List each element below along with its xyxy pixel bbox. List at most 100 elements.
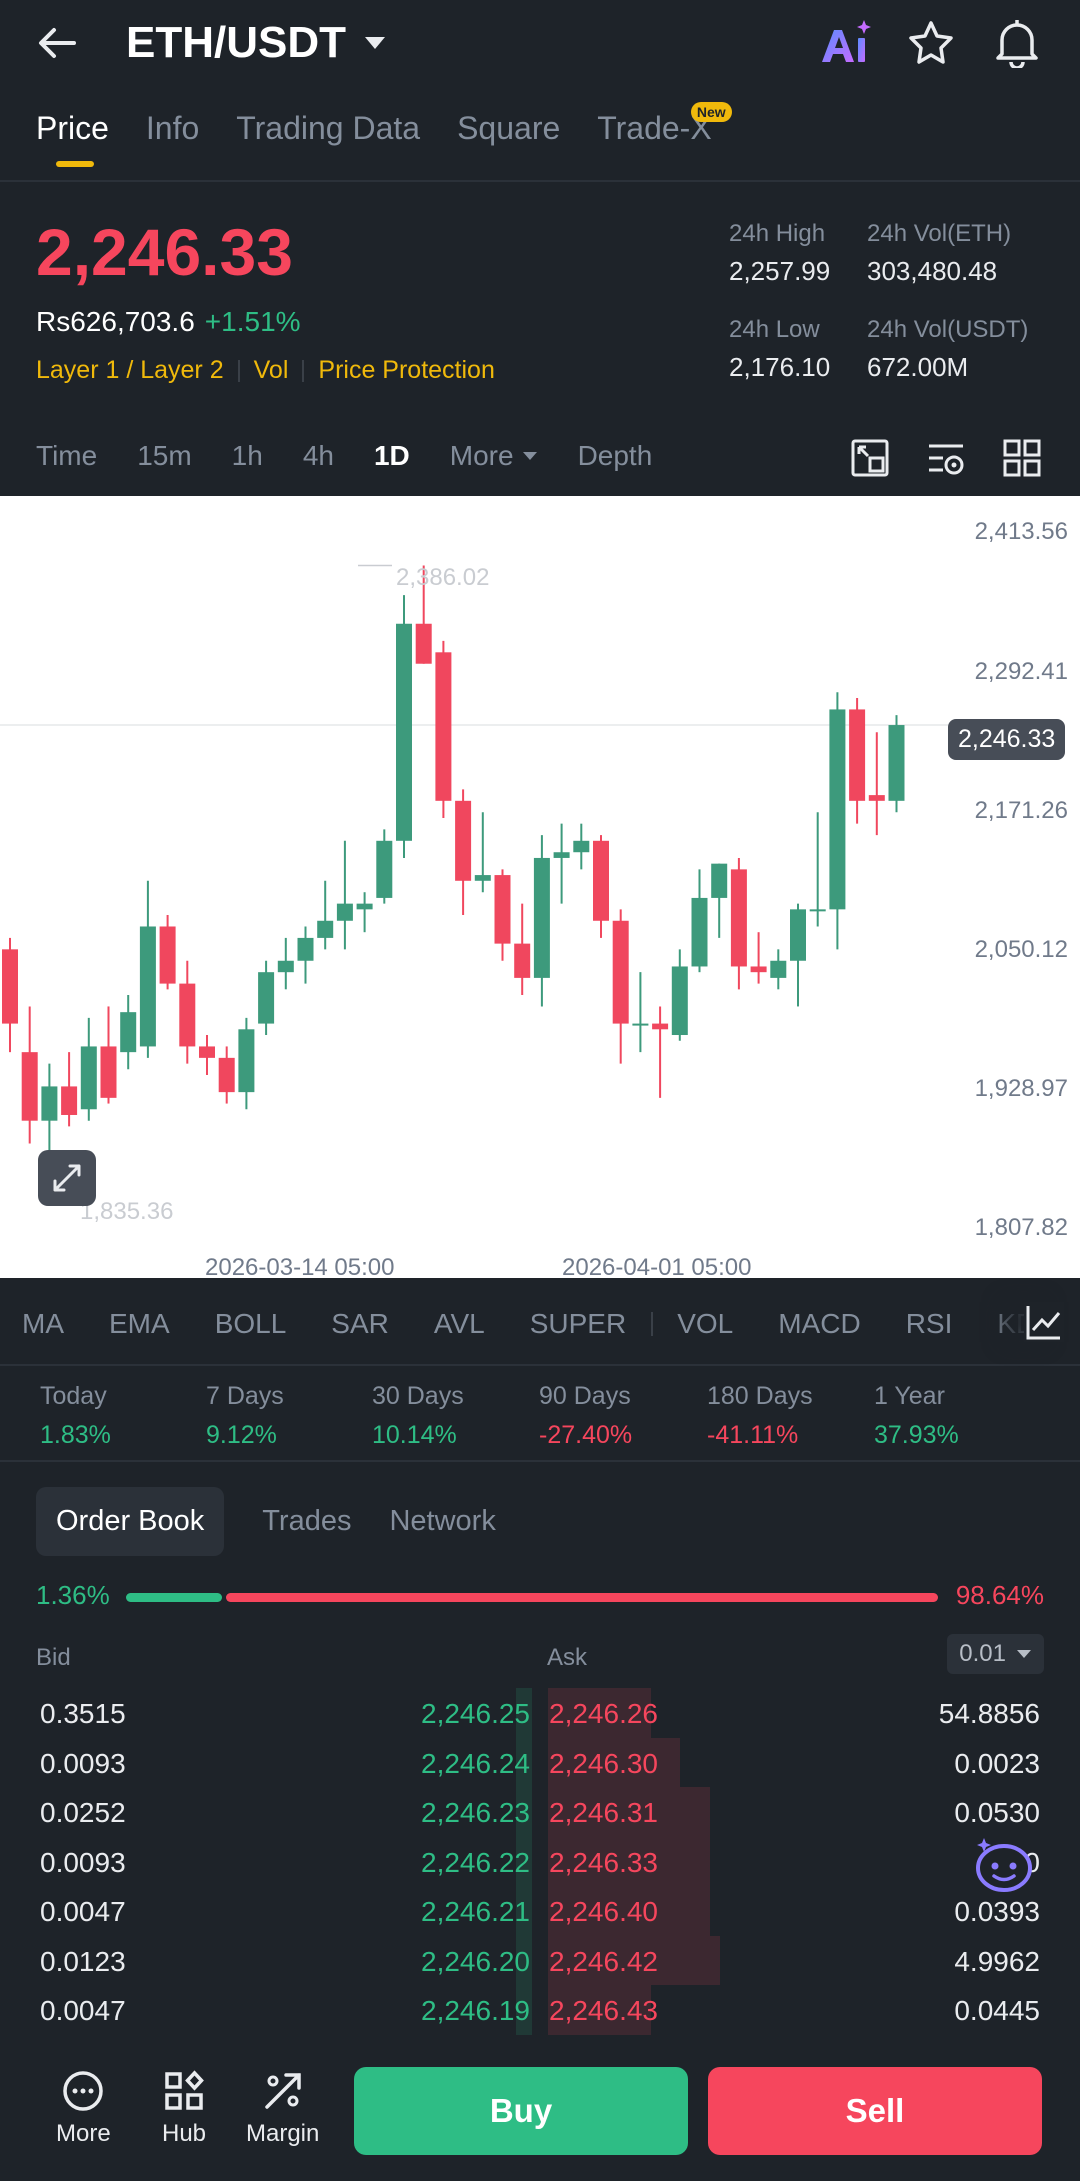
candle-body: [159, 926, 176, 984]
candle: [179, 960, 196, 1064]
ask-qty: 0.0393: [954, 1896, 1040, 1927]
bid-price: 2,246.19: [421, 1995, 530, 2026]
ask-depth-bar: [548, 1985, 651, 2035]
candle-body: [711, 863, 728, 898]
candlestick-chart[interactable]: [0, 496, 1080, 1278]
tab-trade-x[interactable]: Trade-X New: [597, 102, 732, 167]
candle: [553, 823, 570, 904]
candle: [632, 972, 649, 1053]
back-arrow-icon[interactable]: [34, 20, 90, 66]
candle-body: [730, 869, 747, 967]
fiat-price: Rs626,703.6: [36, 306, 195, 337]
ask-qty: 54.8856: [938, 1698, 1040, 1729]
ask-price: 2,246.43: [549, 1995, 658, 2026]
orderbook-row[interactable]: 0.3515 2,246.25 2,246.26 54.8856: [0, 1688, 1080, 1738]
indicator-macd[interactable]: MACD: [778, 1308, 861, 1339]
candle-body: [593, 840, 609, 921]
bid-price: 2,246.23: [421, 1797, 530, 1828]
caret-down-icon: [365, 37, 385, 49]
ask-qty: 0.0023: [954, 1747, 1040, 1779]
tf-1d[interactable]: 1D: [373, 440, 410, 471]
candle: [199, 1035, 215, 1075]
high-marker-label: 2,386.02: [396, 564, 490, 591]
orderbook-row[interactable]: 0.0123 2,246.20 2,246.42 4.9962: [0, 1935, 1080, 1985]
precision-selector[interactable]: 0.01: [947, 1634, 1044, 1674]
chart-settings-icon[interactable]: [926, 438, 966, 478]
bid-ask-ratio: 1.36% 98.64%: [36, 1580, 1044, 1614]
tab-trades[interactable]: Trades: [262, 1505, 352, 1537]
favorite-star-icon[interactable]: [906, 18, 956, 68]
notification-bell-icon[interactable]: [992, 16, 1042, 70]
indicator-sar[interactable]: SAR: [331, 1308, 389, 1339]
candle-body: [573, 840, 590, 853]
orderbook-row[interactable]: 0.0047 2,246.19 2,246.43 0.0445: [0, 1985, 1080, 2035]
more-button[interactable]: More: [56, 2070, 111, 2148]
candle-body: [849, 709, 866, 801]
candle: [652, 1006, 669, 1098]
bid-price: 2,246.25: [421, 1698, 530, 1729]
indicator-avl[interactable]: AVL: [433, 1308, 485, 1339]
price-chart[interactable]: 2,413.56 2,292.41 2,171.26 2,050.12 1,92…: [0, 496, 1080, 1281]
candle: [711, 863, 728, 938]
chart-fullscreen-icon[interactable]: [850, 438, 890, 478]
tag-vol[interactable]: Vol: [253, 356, 289, 384]
pair-selector[interactable]: ETH/USDT: [126, 18, 386, 68]
indicator-list: MA EMA BOLL SAR AVL SUPER VOL MACD RSI K…: [22, 1308, 1080, 1340]
layout-grid-icon[interactable]: [1002, 438, 1042, 478]
tag-price-protection[interactable]: Price Protection: [318, 356, 495, 384]
y-tick: 1,928.97: [974, 1075, 1068, 1102]
tf-more[interactable]: More: [450, 440, 538, 472]
tab-square[interactable]: Square: [457, 110, 561, 146]
candle-body: [199, 1046, 215, 1058]
orderbook-row[interactable]: 0.0093 2,246.22 2,246.33 0: [0, 1836, 1080, 1886]
header: ETH/USDT: [0, 0, 1080, 86]
indicator-settings-icon[interactable]: [1024, 1302, 1064, 1342]
hub-button[interactable]: Hub: [162, 2070, 206, 2148]
candle: [691, 869, 708, 973]
divider: [237, 359, 240, 382]
caret-down-icon: [1017, 1650, 1031, 1658]
tf-1h[interactable]: 1h: [231, 440, 263, 471]
tab-price[interactable]: Price: [36, 110, 109, 167]
ask-price: 2,246.40: [549, 1896, 658, 1927]
buy-button[interactable]: Buy: [354, 2067, 688, 2155]
candle: [730, 857, 747, 990]
candle: [21, 1006, 38, 1144]
bid-ratio-bar: [126, 1593, 222, 1602]
tab-order-book[interactable]: Order Book: [36, 1487, 225, 1556]
candle: [790, 903, 806, 1007]
perf-7d: 7 Days 9.12%: [206, 1382, 284, 1449]
orderbook-row[interactable]: 0.0252 2,246.23 2,246.31 0.0530: [0, 1787, 1080, 1837]
margin-button[interactable]: Margin: [246, 2070, 319, 2148]
orderbook-row[interactable]: 0.0047 2,246.21 2,246.40 0.0393: [0, 1886, 1080, 1936]
indicator-rsi[interactable]: RSI: [905, 1308, 953, 1339]
tag-layer[interactable]: Layer 1 / Layer 2: [36, 356, 224, 384]
orderbook-row[interactable]: 0.0093 2,246.24 2,246.30 0.0023: [0, 1737, 1080, 1787]
indicator-vol[interactable]: VOL: [677, 1308, 734, 1339]
candle-body: [2, 949, 18, 1024]
tf-4h[interactable]: 4h: [302, 440, 334, 471]
indicator-ema[interactable]: EMA: [109, 1308, 170, 1339]
tf-15m[interactable]: 15m: [137, 440, 192, 471]
candle: [612, 909, 629, 1064]
tf-depth[interactable]: Depth: [577, 440, 653, 471]
ask-qty: 4.9962: [954, 1945, 1040, 1977]
candle: [120, 995, 137, 1070]
sell-button[interactable]: Sell: [708, 2067, 1042, 2155]
indicator-boll[interactable]: BOLL: [214, 1308, 287, 1339]
tab-info[interactable]: Info: [145, 110, 200, 146]
indicator-super[interactable]: SUPER: [529, 1308, 627, 1339]
tab-network[interactable]: Network: [389, 1505, 496, 1537]
y-tick: 2,413.56: [974, 518, 1068, 545]
indicator-ma[interactable]: MA: [22, 1308, 64, 1339]
perf-180d: 180 Days -41.11%: [707, 1382, 813, 1449]
tab-trading-data[interactable]: Trading Data: [236, 110, 421, 146]
assistant-bot-icon[interactable]: [972, 1832, 1036, 1896]
tf-time[interactable]: Time: [36, 440, 98, 471]
expand-icon[interactable]: [38, 1150, 96, 1206]
candle: [750, 932, 767, 984]
ai-icon[interactable]: [820, 18, 872, 68]
candle-body: [179, 983, 196, 1047]
current-price-tag: 2,246.33: [948, 719, 1066, 760]
divider: [651, 1312, 654, 1336]
